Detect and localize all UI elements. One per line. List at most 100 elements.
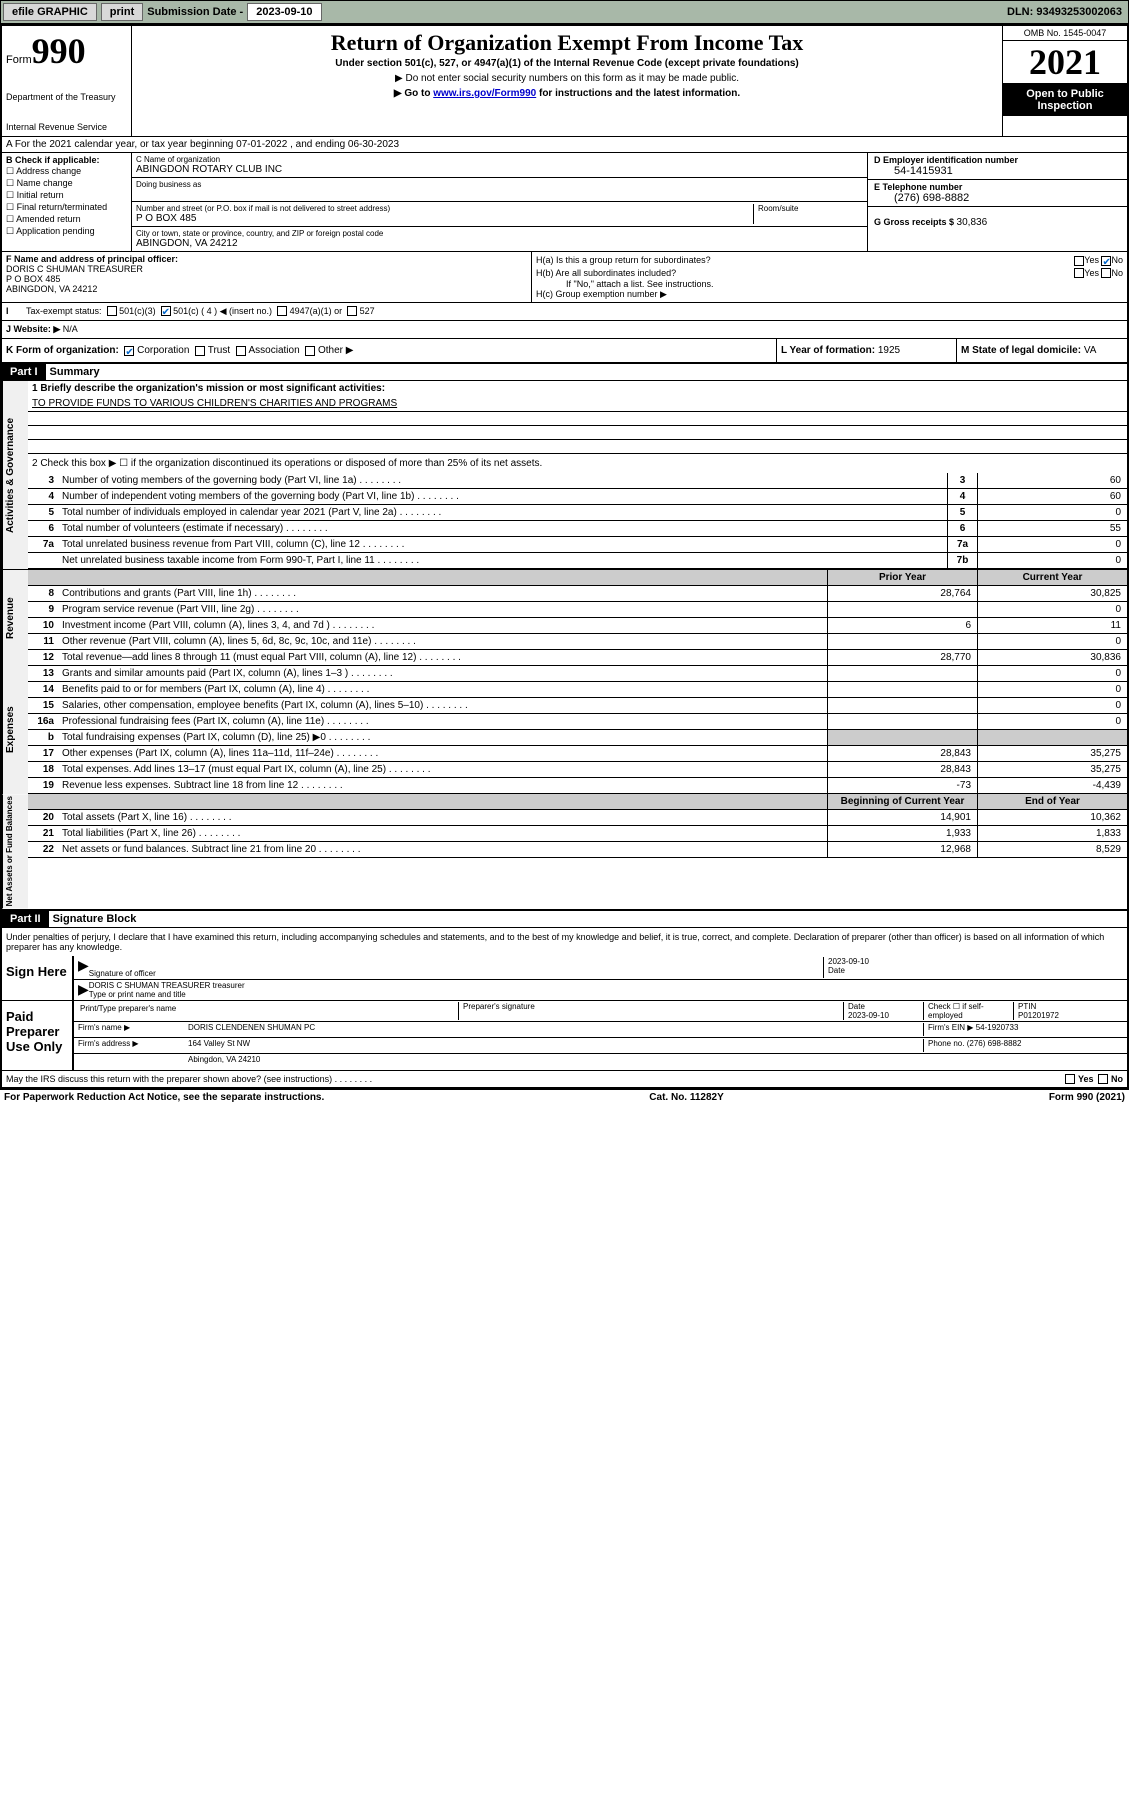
print-btn[interactable]: print <box>101 3 143 21</box>
line-text: Number of voting members of the governin… <box>58 473 947 488</box>
year-formed: 1925 <box>878 345 900 356</box>
curr-val: 30,836 <box>977 650 1127 665</box>
footer-right: Form 990 (2021) <box>1049 1092 1125 1103</box>
part1-hdr: Part I <box>2 364 46 380</box>
line-text: Professional fundraising fees (Part IX, … <box>58 714 827 729</box>
mission: TO PROVIDE FUNDS TO VARIOUS CHILDREN'S C… <box>28 396 1127 412</box>
curr-val: -4,439 <box>977 778 1127 793</box>
i-501c3[interactable] <box>107 306 117 316</box>
form-main: Form990 Department of the Treasury Inter… <box>0 24 1129 1090</box>
line-val: 55 <box>977 521 1127 536</box>
form-link[interactable]: www.irs.gov/Form990 <box>433 88 536 99</box>
prior-val: 28,764 <box>827 586 977 601</box>
k-assoc[interactable] <box>236 346 246 356</box>
part2-title: Signature Block <box>49 913 137 925</box>
line-text: Grants and similar amounts paid (Part IX… <box>58 666 827 681</box>
officer-addr2: ABINGDON, VA 24212 <box>6 284 97 294</box>
chk-pending[interactable]: ☐ Application pending <box>6 226 127 237</box>
chk-final[interactable]: ☐ Final return/terminated <box>6 202 127 213</box>
k-trust[interactable] <box>195 346 205 356</box>
side-gov: Activities & Governance <box>2 381 28 569</box>
line-text: Other revenue (Part VIII, column (A), li… <box>58 634 827 649</box>
firm-addr1: 164 Valley St NW <box>188 1039 923 1052</box>
footer-left: For Paperwork Reduction Act Notice, see … <box>4 1092 324 1103</box>
prior-val: 14,901 <box>827 810 977 825</box>
prior-val: 28,843 <box>827 746 977 761</box>
hb-label: H(b) Are all subordinates included? <box>536 268 676 279</box>
street: P O BOX 485 <box>136 213 753 224</box>
line-val: 0 <box>977 553 1127 568</box>
discuss-yes[interactable] <box>1065 1074 1075 1084</box>
city-label: City or town, state or province, country… <box>136 229 863 238</box>
k-corp[interactable] <box>124 346 134 356</box>
ein-label: D Employer identification number <box>874 155 1121 165</box>
line-text: Investment income (Part VIII, column (A)… <box>58 618 827 633</box>
line-text: Total assets (Part X, line 16) <box>58 810 827 825</box>
form-note2: ▶ Go to www.irs.gov/Form990 for instruct… <box>140 88 994 99</box>
c-name-label: C Name of organization <box>136 155 863 164</box>
prior-val <box>827 698 977 713</box>
sign-here: Sign Here <box>2 956 72 1000</box>
line-val: 0 <box>977 537 1127 552</box>
discuss-no[interactable] <box>1098 1074 1108 1084</box>
line-text: Number of independent voting members of … <box>58 489 947 504</box>
line-val: 60 <box>977 489 1127 504</box>
prior-val: 28,770 <box>827 650 977 665</box>
line-text: Total fundraising expenses (Part IX, col… <box>58 730 827 745</box>
city: ABINGDON, VA 24212 <box>136 238 863 249</box>
curr-val: 8,529 <box>977 842 1127 857</box>
omb: OMB No. 1545-0047 <box>1003 26 1127 41</box>
prior-hdr: Prior Year <box>827 570 977 585</box>
irs: Internal Revenue Service <box>6 122 127 132</box>
line-text: Total liabilities (Part X, line 26) <box>58 826 827 841</box>
curr-val: 35,275 <box>977 746 1127 761</box>
chk-initial[interactable]: ☐ Initial return <box>6 190 127 201</box>
begin-hdr: Beginning of Current Year <box>827 794 977 809</box>
hc-label: H(c) Group exemption number ▶ <box>536 289 1123 300</box>
end-hdr: End of Year <box>977 794 1127 809</box>
curr-val: 35,275 <box>977 762 1127 777</box>
k-other[interactable] <box>305 346 315 356</box>
prior-val: 1,933 <box>827 826 977 841</box>
hb-no[interactable] <box>1101 268 1111 278</box>
dept: Department of the Treasury <box>6 92 127 102</box>
hb-yes[interactable] <box>1074 268 1084 278</box>
phone: (276) 698-8882 <box>874 192 1121 204</box>
efile-btn[interactable]: efile GRAPHIC <box>3 3 97 21</box>
curr-val: 0 <box>977 634 1127 649</box>
prior-val: -73 <box>827 778 977 793</box>
ha-no[interactable] <box>1101 256 1111 266</box>
officer-name: DORIS C SHUMAN TREASURER <box>6 264 143 274</box>
sub-date: 2023-09-10 <box>247 3 321 21</box>
sub-label: Submission Date - <box>147 6 243 18</box>
col-b: B Check if applicable: ☐ Address change … <box>2 153 132 251</box>
chk-addr[interactable]: ☐ Address change <box>6 166 127 177</box>
line-val: 0 <box>977 505 1127 520</box>
chk-name[interactable]: ☐ Name change <box>6 178 127 189</box>
ein: 54-1415931 <box>874 165 1121 177</box>
firm-phone: (276) 698-8882 <box>967 1039 1022 1048</box>
side-rev: Revenue <box>2 570 28 666</box>
ha-yes[interactable] <box>1074 256 1084 266</box>
room-label: Room/suite <box>758 204 863 213</box>
self-emp-chk[interactable]: Check ☐ if self-employed <box>923 1002 1013 1020</box>
prior-val <box>827 602 977 617</box>
prior-val <box>827 682 977 697</box>
line-text: Total expenses. Add lines 13–17 (must eq… <box>58 762 827 777</box>
i-501c[interactable] <box>161 306 171 316</box>
ha-label: H(a) Is this a group return for subordin… <box>536 255 711 266</box>
firm-name: DORIS CLENDENEN SHUMAN PC <box>188 1023 923 1036</box>
firm-ein: 54-1920733 <box>976 1023 1019 1032</box>
i-4947[interactable] <box>277 306 287 316</box>
i-label: Tax-exempt status: <box>26 306 102 317</box>
i-527[interactable] <box>347 306 357 316</box>
curr-val: 0 <box>977 602 1127 617</box>
form-number: 990 <box>32 31 86 71</box>
addr-label: Number and street (or P.O. box if mail i… <box>136 204 753 213</box>
prior-val <box>827 714 977 729</box>
curr-hdr: Current Year <box>977 570 1127 585</box>
row-a: A For the 2021 calendar year, or tax yea… <box>2 137 1127 153</box>
chk-amended[interactable]: ☐ Amended return <box>6 214 127 225</box>
discuss: May the IRS discuss this return with the… <box>6 1074 372 1085</box>
part2-hdr: Part II <box>2 911 49 927</box>
